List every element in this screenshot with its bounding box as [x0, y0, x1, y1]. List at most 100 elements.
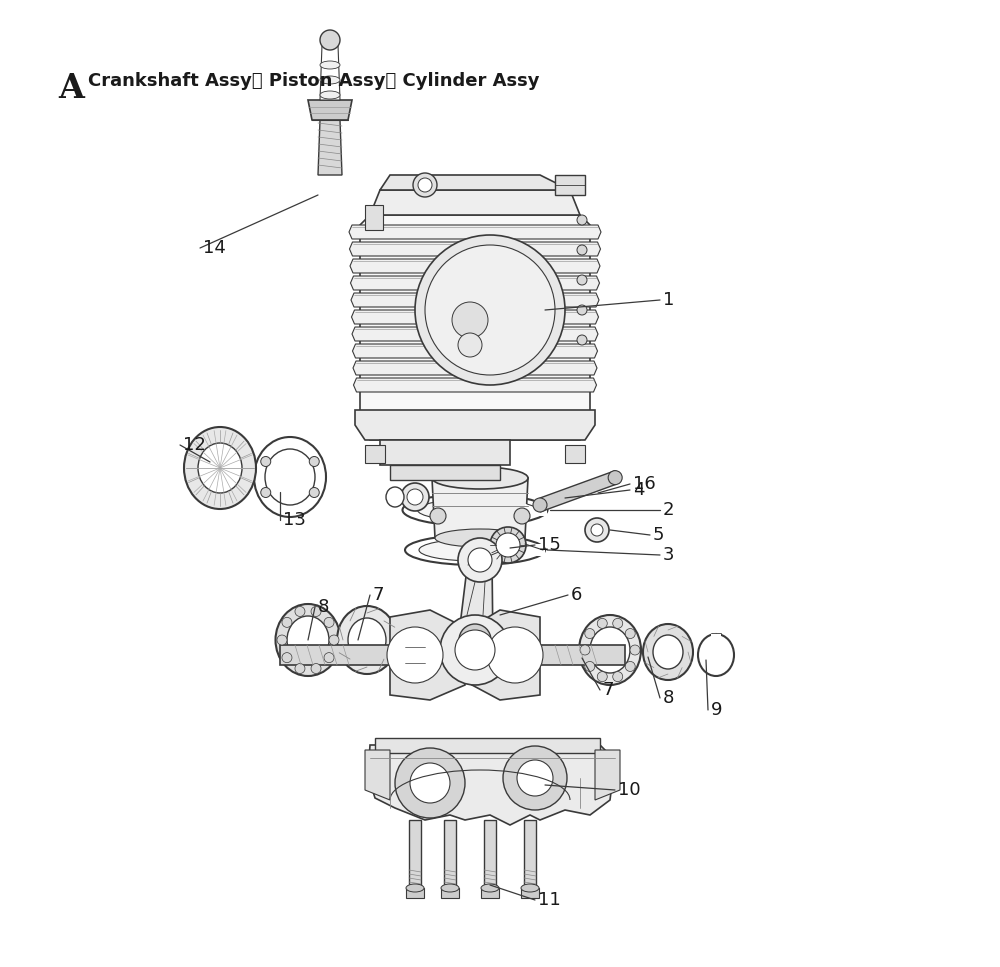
- Bar: [390, 465, 500, 480]
- Circle shape: [514, 508, 530, 524]
- Circle shape: [282, 617, 292, 628]
- Circle shape: [324, 653, 334, 662]
- Circle shape: [580, 645, 590, 655]
- Circle shape: [517, 760, 553, 796]
- Circle shape: [577, 275, 587, 285]
- Circle shape: [468, 548, 492, 572]
- Ellipse shape: [608, 471, 622, 484]
- Polygon shape: [352, 310, 598, 324]
- Ellipse shape: [320, 61, 340, 69]
- Polygon shape: [351, 293, 599, 307]
- Polygon shape: [457, 560, 493, 650]
- Circle shape: [261, 487, 271, 497]
- Bar: [481, 888, 499, 898]
- Circle shape: [630, 645, 640, 655]
- Circle shape: [585, 661, 595, 671]
- Circle shape: [458, 333, 482, 357]
- Circle shape: [459, 624, 491, 656]
- Circle shape: [625, 661, 635, 671]
- Ellipse shape: [348, 618, 386, 662]
- Circle shape: [309, 487, 319, 497]
- Polygon shape: [350, 259, 600, 273]
- Ellipse shape: [418, 499, 532, 521]
- Circle shape: [452, 302, 488, 338]
- Text: 13: 13: [283, 511, 306, 529]
- Polygon shape: [368, 745, 615, 825]
- Circle shape: [261, 456, 271, 466]
- Circle shape: [320, 30, 340, 50]
- Circle shape: [455, 630, 495, 670]
- Text: 6: 6: [571, 586, 582, 604]
- Text: 8: 8: [318, 598, 329, 616]
- Polygon shape: [320, 45, 340, 100]
- Bar: [441, 888, 459, 898]
- Bar: [406, 888, 424, 898]
- Bar: [409, 820, 421, 895]
- Circle shape: [613, 672, 623, 682]
- Circle shape: [324, 617, 334, 628]
- Text: 4: 4: [633, 481, 644, 499]
- Bar: [365, 205, 383, 230]
- Circle shape: [577, 215, 587, 225]
- Circle shape: [591, 524, 603, 536]
- Text: 12: 12: [183, 436, 206, 454]
- Ellipse shape: [435, 529, 525, 547]
- Circle shape: [577, 245, 587, 255]
- Circle shape: [295, 663, 305, 674]
- Circle shape: [440, 615, 510, 685]
- Bar: [375, 738, 600, 753]
- Polygon shape: [352, 344, 598, 358]
- Polygon shape: [353, 361, 597, 375]
- Text: 2: 2: [663, 501, 674, 519]
- Bar: [444, 820, 456, 895]
- Circle shape: [496, 533, 520, 557]
- Polygon shape: [351, 276, 600, 290]
- Ellipse shape: [402, 494, 548, 526]
- Bar: [565, 445, 585, 463]
- Text: 8: 8: [663, 689, 674, 707]
- Ellipse shape: [184, 427, 256, 509]
- Polygon shape: [540, 645, 625, 665]
- Polygon shape: [349, 225, 601, 239]
- Bar: [380, 440, 510, 465]
- Text: 7: 7: [603, 681, 614, 699]
- Circle shape: [625, 629, 635, 638]
- Circle shape: [395, 748, 465, 818]
- Circle shape: [458, 538, 502, 582]
- Text: 10: 10: [618, 781, 641, 799]
- Ellipse shape: [254, 437, 326, 517]
- Text: 14: 14: [203, 239, 226, 257]
- Bar: [711, 633, 721, 639]
- Circle shape: [415, 235, 565, 385]
- Ellipse shape: [320, 76, 340, 84]
- Text: 7: 7: [373, 586, 384, 604]
- Circle shape: [585, 518, 609, 542]
- Polygon shape: [308, 100, 352, 120]
- Bar: [484, 820, 496, 895]
- Circle shape: [277, 635, 287, 645]
- Polygon shape: [280, 645, 390, 665]
- Polygon shape: [540, 471, 615, 512]
- Bar: [521, 888, 539, 898]
- Text: 15: 15: [538, 536, 561, 554]
- Circle shape: [503, 746, 567, 810]
- Bar: [525, 504, 547, 516]
- Polygon shape: [355, 410, 595, 440]
- Ellipse shape: [265, 449, 315, 505]
- Polygon shape: [350, 242, 600, 256]
- Circle shape: [597, 672, 607, 682]
- Circle shape: [577, 305, 587, 315]
- Ellipse shape: [432, 467, 528, 489]
- Ellipse shape: [481, 884, 499, 892]
- Text: 16: 16: [633, 475, 656, 493]
- Circle shape: [418, 178, 432, 192]
- Text: A: A: [58, 72, 84, 105]
- Bar: [555, 175, 585, 195]
- Polygon shape: [354, 378, 596, 392]
- Text: 9: 9: [711, 701, 722, 719]
- Circle shape: [311, 663, 321, 674]
- Ellipse shape: [320, 91, 340, 99]
- Ellipse shape: [533, 498, 547, 512]
- Text: 5: 5: [653, 526, 664, 544]
- Ellipse shape: [386, 487, 404, 507]
